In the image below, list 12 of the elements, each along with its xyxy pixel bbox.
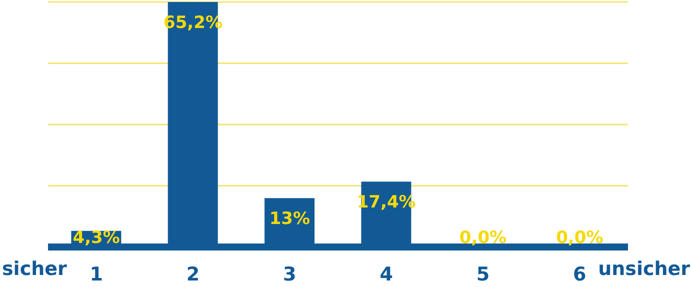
data-label: 4,3% (72, 228, 120, 248)
data-label: 0,0% (459, 228, 507, 248)
x-tick-label: 3 (283, 263, 296, 286)
x-tick-label: 1 (90, 263, 103, 286)
x-tick-label: 4 (380, 263, 393, 286)
data-label: 0,0% (556, 228, 604, 248)
data-label: 13% (269, 209, 310, 230)
x-tick-label: 2 (186, 263, 200, 286)
text: sicher (2, 258, 67, 280)
x-tick-label: 6 (573, 263, 586, 286)
x-tick-label: 5 (476, 263, 490, 286)
text: unsicher (598, 258, 690, 280)
